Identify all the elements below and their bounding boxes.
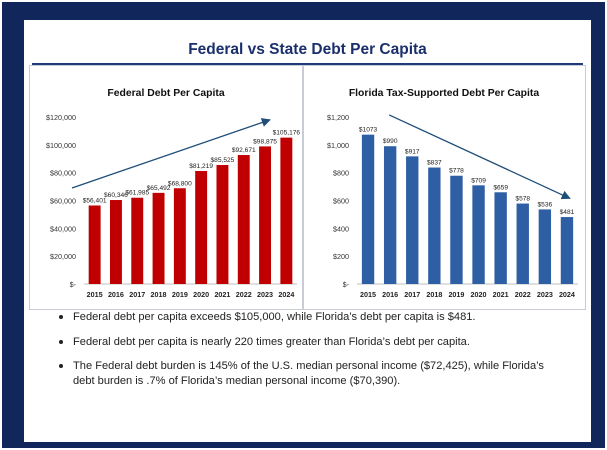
bar [428, 167, 441, 284]
y-tick-label: $80,000 [50, 169, 76, 178]
x-tick-label: 2021 [493, 290, 509, 299]
y-tick-label: $- [70, 280, 77, 289]
y-tick-label: $1,000 [327, 141, 349, 150]
trend-arrow [388, 114, 571, 200]
key-point-text: Federal debt per capita exceeds $105,000… [73, 311, 476, 323]
data-label: $61,985 [125, 190, 149, 197]
y-tick-label: $40,000 [50, 224, 76, 233]
key-point: Federal debt per capita exceeds $105,000… [58, 310, 568, 325]
bar [494, 192, 507, 284]
y-tick-label: $400 [333, 224, 349, 233]
data-label: $917 [405, 148, 420, 155]
bar [406, 156, 419, 284]
data-label: $659 [493, 184, 508, 191]
bar [538, 209, 552, 284]
x-tick-label: 2023 [257, 290, 273, 299]
data-label: $778 [449, 168, 464, 175]
y-tick-label: $200 [333, 252, 349, 261]
bullet-dot [59, 315, 63, 319]
trend-arrow [71, 118, 271, 189]
bullet-dot [59, 339, 63, 344]
data-label: $1073 [359, 127, 378, 134]
y-tick-label: $800 [333, 169, 349, 178]
data-label: $990 [383, 138, 398, 145]
data-label: $92,671 [232, 147, 256, 154]
data-label: $578 [515, 196, 530, 203]
data-label: $65,492 [147, 185, 171, 192]
data-label: $105,176 [273, 130, 301, 137]
x-tick-label: 2020 [471, 290, 487, 299]
x-tick-label: 2021 [214, 290, 230, 299]
page-title: Federal vs State Debt Per Capita [188, 41, 427, 58]
x-tick-label: 2019 [172, 290, 188, 299]
chart-title: Federal Debt Per Capita [107, 88, 224, 99]
bar [450, 175, 463, 284]
bar [516, 203, 529, 284]
y-tick-label: $- [343, 280, 350, 289]
federal-debt-chart-panel: Federal Debt Per Capita $- $20,000 $40,000 $… [29, 65, 303, 310]
x-tick-label: 2024 [278, 290, 294, 299]
bar [195, 170, 208, 284]
data-label: $60,346 [104, 192, 128, 199]
florida-debt-chart: Florida Tax-Supported Debt Per Capita $- $… [327, 88, 578, 299]
data-label: $98,875 [253, 138, 277, 145]
y-tick-label: $120,000 [46, 113, 76, 122]
bar [383, 146, 397, 284]
key-point-text: The Federal debt burden is 145% of the U… [73, 360, 544, 387]
key-point-text: Federal debt per capita is nearly 220 ti… [73, 335, 470, 348]
bar [472, 185, 485, 284]
y-tick-label: $600 [333, 197, 349, 206]
x-tick-label: 2017 [129, 290, 145, 299]
key-point: Federal debt per capita is nearly 220 ti… [58, 335, 568, 350]
x-tick-label: 2024 [559, 290, 575, 299]
data-label: $536 [538, 201, 553, 208]
y-tick-label: $60,000 [50, 197, 76, 206]
x-tick-label: 2023 [537, 290, 553, 299]
x-tick-label: 2015 [87, 290, 103, 299]
data-label: $81,219 [189, 163, 213, 170]
x-tick-label: 2017 [404, 290, 420, 299]
data-label: $837 [427, 160, 442, 167]
bar [237, 155, 250, 284]
bar [109, 200, 122, 284]
y-tick-label: $20,000 [50, 252, 76, 261]
data-label: $68,800 [168, 180, 192, 187]
x-tick-label: 2018 [426, 290, 442, 299]
x-tick-label: 2016 [382, 290, 398, 299]
chart-title: Florida Tax-Supported Debt Per Capita [349, 88, 540, 99]
y-tick-label: $100,000 [46, 141, 76, 150]
bar [152, 192, 165, 284]
bar [560, 217, 574, 284]
bar [361, 134, 375, 284]
bar [173, 188, 186, 284]
data-label: $709 [471, 177, 486, 184]
data-label: $481 [560, 209, 575, 216]
federal-debt-chart: Federal Debt Per Capita $- $20,000 $40,000 $… [46, 88, 301, 299]
bar [88, 205, 101, 284]
data-label: $85,525 [211, 157, 235, 164]
bar [131, 197, 144, 284]
bar [216, 164, 229, 284]
x-tick-label: 2020 [193, 290, 209, 299]
data-label: $56,401 [83, 198, 107, 205]
title-divider [32, 63, 583, 65]
x-tick-label: 2015 [360, 290, 376, 299]
slide: Federal vs State Debt Per Capita Federal… [24, 20, 591, 442]
key-point: The Federal debt burden is 145% of the U… [58, 359, 568, 388]
x-tick-label: 2019 [448, 290, 464, 299]
y-tick-label: $1,200 [327, 113, 349, 122]
bar [259, 146, 272, 284]
x-tick-label: 2018 [151, 290, 167, 299]
x-tick-label: 2022 [236, 290, 252, 299]
bar [280, 137, 293, 284]
bullet-dot [59, 364, 63, 368]
key-points-list: Federal debt per capita exceeds $105,000… [58, 310, 568, 388]
florida-debt-chart-panel: Florida Tax-Supported Debt Per Capita $- $… [303, 65, 586, 310]
x-tick-label: 2022 [515, 290, 531, 299]
x-tick-label: 2016 [108, 290, 124, 299]
